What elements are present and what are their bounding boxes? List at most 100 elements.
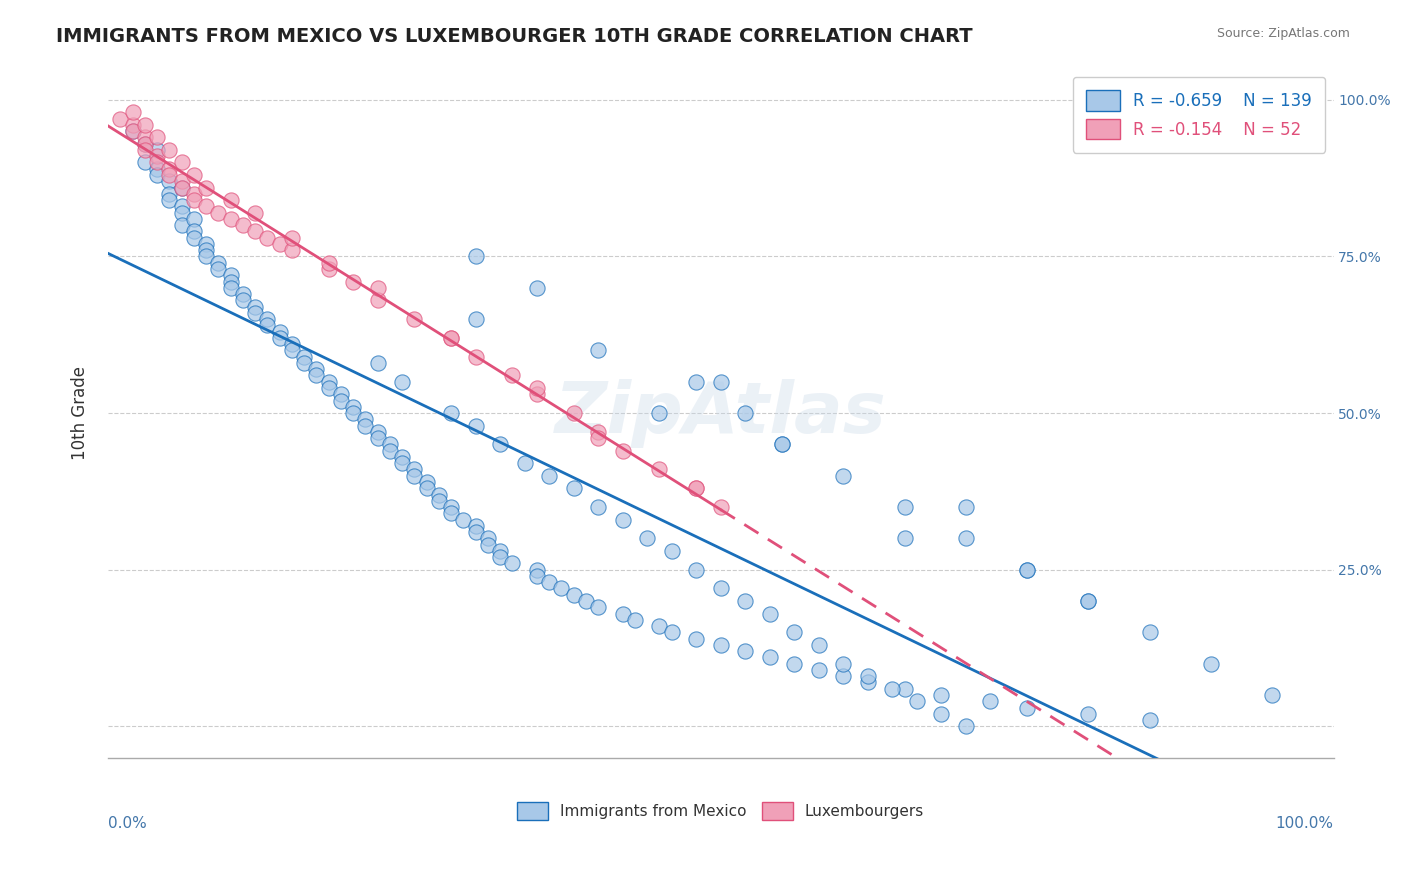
- Point: [538, 575, 561, 590]
- Point: [979, 694, 1001, 708]
- Point: [856, 675, 879, 690]
- Point: [367, 356, 389, 370]
- Point: [783, 657, 806, 671]
- Point: [367, 425, 389, 439]
- Point: [269, 331, 291, 345]
- Point: [329, 393, 352, 408]
- Point: [134, 155, 156, 169]
- Point: [685, 481, 707, 495]
- Point: [685, 563, 707, 577]
- Point: [734, 406, 756, 420]
- Point: [134, 130, 156, 145]
- Point: [1139, 713, 1161, 727]
- Point: [856, 669, 879, 683]
- Point: [170, 155, 193, 169]
- Point: [575, 594, 598, 608]
- Point: [256, 230, 278, 244]
- Point: [195, 180, 218, 194]
- Point: [586, 431, 609, 445]
- Point: [440, 500, 463, 514]
- Text: Source: ZipAtlas.com: Source: ZipAtlas.com: [1216, 27, 1350, 40]
- Point: [648, 462, 671, 476]
- Point: [207, 262, 229, 277]
- Point: [281, 243, 304, 257]
- Point: [586, 500, 609, 514]
- Point: [955, 719, 977, 733]
- Point: [648, 619, 671, 633]
- Point: [207, 256, 229, 270]
- Point: [170, 180, 193, 194]
- Point: [367, 281, 389, 295]
- Point: [758, 650, 780, 665]
- Point: [342, 406, 364, 420]
- Point: [501, 368, 523, 383]
- Point: [219, 281, 242, 295]
- Point: [882, 681, 904, 696]
- Point: [489, 550, 512, 565]
- Point: [318, 375, 340, 389]
- Point: [378, 443, 401, 458]
- Text: 0.0%: 0.0%: [108, 816, 146, 831]
- Point: [318, 256, 340, 270]
- Point: [121, 118, 143, 132]
- Point: [134, 136, 156, 151]
- Point: [685, 632, 707, 646]
- Point: [281, 343, 304, 358]
- Point: [391, 450, 413, 464]
- Point: [526, 563, 548, 577]
- Point: [661, 544, 683, 558]
- Point: [367, 293, 389, 308]
- Text: 100.0%: 100.0%: [1275, 816, 1333, 831]
- Point: [586, 600, 609, 615]
- Point: [170, 218, 193, 232]
- Point: [440, 331, 463, 345]
- Point: [121, 124, 143, 138]
- Point: [453, 512, 475, 526]
- Point: [183, 224, 205, 238]
- Point: [243, 224, 266, 238]
- Point: [832, 669, 855, 683]
- Point: [146, 130, 169, 145]
- Point: [183, 211, 205, 226]
- Point: [1199, 657, 1222, 671]
- Point: [893, 532, 915, 546]
- Point: [586, 343, 609, 358]
- Point: [477, 532, 499, 546]
- Point: [146, 161, 169, 176]
- Point: [269, 325, 291, 339]
- Point: [661, 625, 683, 640]
- Point: [1139, 625, 1161, 640]
- Point: [526, 381, 548, 395]
- Point: [243, 300, 266, 314]
- Point: [710, 638, 733, 652]
- Point: [489, 544, 512, 558]
- Point: [477, 538, 499, 552]
- Point: [783, 625, 806, 640]
- Point: [404, 468, 426, 483]
- Point: [134, 143, 156, 157]
- Point: [1261, 688, 1284, 702]
- Point: [526, 569, 548, 583]
- Point: [354, 412, 377, 426]
- Point: [157, 174, 180, 188]
- Point: [367, 431, 389, 445]
- Point: [243, 306, 266, 320]
- Point: [562, 406, 585, 420]
- Point: [1017, 563, 1039, 577]
- Point: [710, 500, 733, 514]
- Point: [157, 143, 180, 157]
- Point: [562, 481, 585, 495]
- Point: [110, 112, 132, 126]
- Point: [685, 481, 707, 495]
- Point: [955, 500, 977, 514]
- Point: [207, 205, 229, 219]
- Point: [170, 205, 193, 219]
- Point: [146, 155, 169, 169]
- Point: [440, 406, 463, 420]
- Point: [329, 387, 352, 401]
- Point: [256, 318, 278, 333]
- Point: [354, 418, 377, 433]
- Point: [427, 487, 450, 501]
- Point: [292, 356, 315, 370]
- Point: [710, 375, 733, 389]
